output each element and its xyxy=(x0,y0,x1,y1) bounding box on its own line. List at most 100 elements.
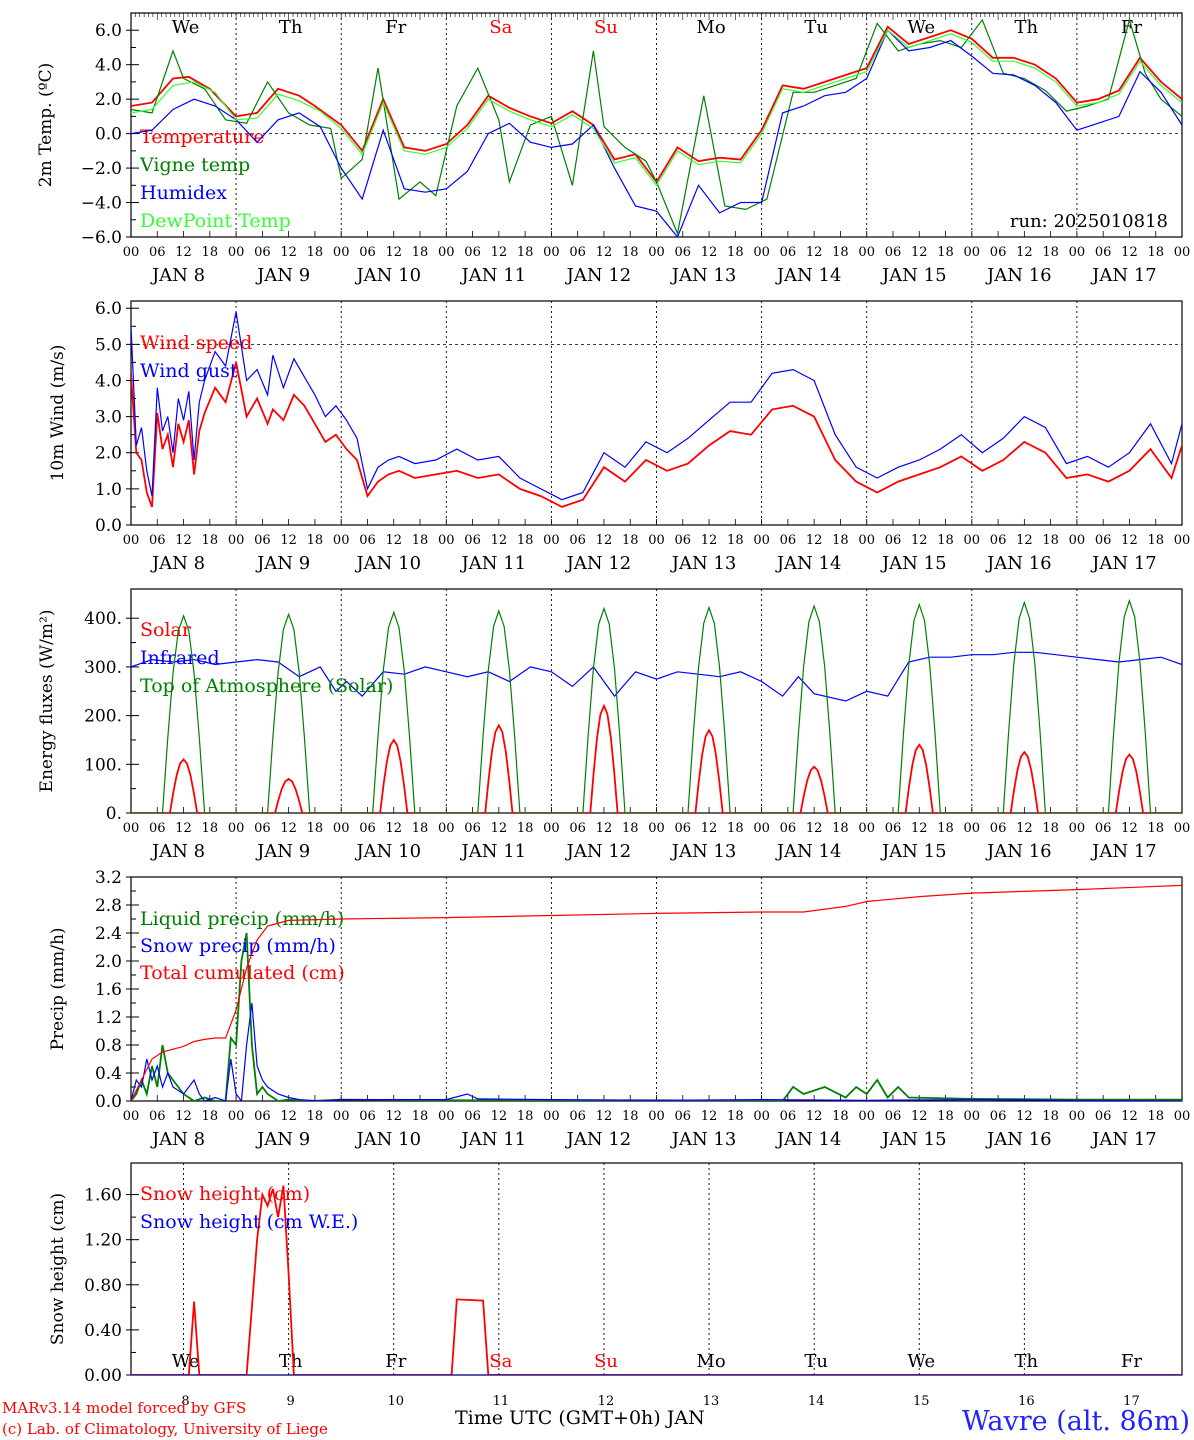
hour-tick-label: 00 xyxy=(333,1109,350,1124)
hour-tick-label: 18 xyxy=(727,533,744,548)
hour-tick-label: 12 xyxy=(491,1109,508,1124)
hour-tick-label: 12 xyxy=(701,1109,718,1124)
y-tick-label: 6.0 xyxy=(95,299,122,319)
hour-tick-label: 12 xyxy=(806,1109,823,1124)
y-tick-label: 0.40 xyxy=(84,1321,122,1341)
hour-tick-label: 12 xyxy=(1016,245,1033,260)
hour-tick-label: 06 xyxy=(254,821,271,836)
hour-tick-label: 00 xyxy=(438,821,455,836)
hour-tick-label: 18 xyxy=(727,821,744,836)
hour-tick-label: 18 xyxy=(517,1109,534,1124)
weekday-label: We xyxy=(907,1351,935,1372)
date-label: JAN 8 xyxy=(150,1129,205,1150)
hour-tick-label: 00 xyxy=(228,245,245,260)
date-label: JAN 14 xyxy=(775,841,842,862)
hour-tick-label: 12 xyxy=(491,821,508,836)
y-tick-label: 1.0 xyxy=(95,480,122,500)
date-label: JAN 12 xyxy=(565,841,632,862)
hour-tick-label: 06 xyxy=(149,1109,166,1124)
day-number-label: 15 xyxy=(913,1394,930,1409)
hour-tick-label: 12 xyxy=(596,245,613,260)
date-label: JAN 16 xyxy=(985,265,1052,286)
y-tick-label: 1.20 xyxy=(84,1231,122,1251)
legend-entry: Humidex xyxy=(140,182,227,204)
hour-tick-label: 12 xyxy=(701,245,718,260)
y-tick-label: 3.0 xyxy=(95,408,122,428)
weekday-label: Mo xyxy=(696,17,725,38)
hour-tick-label: 12 xyxy=(806,245,823,260)
day-number-label: 14 xyxy=(808,1394,825,1409)
hour-tick-label: 06 xyxy=(885,245,902,260)
date-label: JAN 17 xyxy=(1090,1129,1157,1150)
hour-tick-label: 18 xyxy=(1042,821,1059,836)
hour-tick-label: 06 xyxy=(149,821,166,836)
hour-tick-label: 00 xyxy=(333,245,350,260)
date-label: JAN 16 xyxy=(985,1129,1052,1150)
hour-tick-label: 18 xyxy=(202,533,219,548)
hour-tick-label: 00 xyxy=(648,821,665,836)
y-tick-label: 6.0 xyxy=(95,21,122,41)
series-line-2 xyxy=(131,1002,1182,1101)
date-label: JAN 9 xyxy=(255,841,310,862)
weekday-label: We xyxy=(172,1351,200,1372)
hour-tick-label: 06 xyxy=(254,245,271,260)
hour-tick-label: 12 xyxy=(280,821,297,836)
hour-tick-label: 18 xyxy=(832,1109,849,1124)
hour-tick-label: 12 xyxy=(596,1109,613,1124)
date-label: JAN 9 xyxy=(255,265,310,286)
hour-tick-label: 00 xyxy=(123,533,140,548)
y-tick-label: 0.0 xyxy=(95,516,122,536)
weekday-label: Fr xyxy=(385,1351,406,1372)
hour-tick-label: 06 xyxy=(464,821,481,836)
date-label: JAN 8 xyxy=(150,265,205,286)
hour-tick-label: 18 xyxy=(622,821,639,836)
series-line-1 xyxy=(131,932,1182,1101)
weekday-label: Su xyxy=(594,1351,618,1372)
hour-tick-label: 18 xyxy=(622,1109,639,1124)
date-label: JAN 17 xyxy=(1090,265,1157,286)
hour-tick-label: 00 xyxy=(123,821,140,836)
weekday-label: Th xyxy=(279,1351,303,1372)
hour-tick-label: 18 xyxy=(517,821,534,836)
hour-tick-label: 00 xyxy=(1174,533,1191,548)
hour-tick-label: 18 xyxy=(1042,533,1059,548)
chart-panel-1: 6.0 4.0 2.0 0.0 −2.0 −4.0 −6.0 2m Temp. (ºC) 00 0… xyxy=(36,12,1190,286)
hour-tick-label: 00 xyxy=(858,1109,875,1124)
hour-tick-label: 18 xyxy=(832,245,849,260)
hour-tick-label: 00 xyxy=(1069,1109,1086,1124)
hour-tick-label: 18 xyxy=(307,533,324,548)
legend-entry: DewPoint Temp xyxy=(140,210,291,232)
date-label: JAN 13 xyxy=(670,553,737,574)
legend-entry: Total cumulated (cm) xyxy=(140,962,345,984)
hour-tick-label: 06 xyxy=(885,533,902,548)
hour-tick-label: 18 xyxy=(622,533,639,548)
hour-tick-label: 06 xyxy=(780,533,797,548)
chart-panel-4: 3.2 2.8 2.4 2.0 1.6 1.2 0.8 0.4 0.0 Precip (mm/h)… xyxy=(48,868,1190,1150)
hour-tick-label: 00 xyxy=(964,821,981,836)
legend-entry: Wind speed xyxy=(140,332,252,354)
hour-tick-label: 06 xyxy=(1095,821,1112,836)
legend-entry: Solar xyxy=(140,619,192,641)
legend-entry: Top of Atmosphere (Solar) xyxy=(140,675,393,697)
hour-tick-label: 12 xyxy=(1121,245,1138,260)
legend-entry: Snow precip (mm/h) xyxy=(140,935,336,957)
series-line-2 xyxy=(131,651,1182,702)
legend-entry: Infrared xyxy=(140,647,220,669)
date-label: JAN 17 xyxy=(1090,841,1157,862)
date-label: JAN 11 xyxy=(460,553,527,574)
hour-tick-label: 06 xyxy=(149,245,166,260)
y-tick-label: −6.0 xyxy=(81,228,122,248)
y-tick-label: 4.0 xyxy=(95,56,122,76)
weekday-label: We xyxy=(172,17,200,38)
hour-tick-label: 06 xyxy=(464,1109,481,1124)
series-line-1 xyxy=(131,362,1182,508)
date-label: JAN 10 xyxy=(354,841,421,862)
hour-tick-label: 06 xyxy=(1095,1109,1112,1124)
legend-entry: Wind gust xyxy=(140,360,238,382)
hour-tick-label: 12 xyxy=(596,533,613,548)
date-label: JAN 15 xyxy=(880,841,947,862)
hour-tick-label: 06 xyxy=(885,821,902,836)
date-label: JAN 15 xyxy=(880,1129,947,1150)
hour-tick-label: 18 xyxy=(307,245,324,260)
